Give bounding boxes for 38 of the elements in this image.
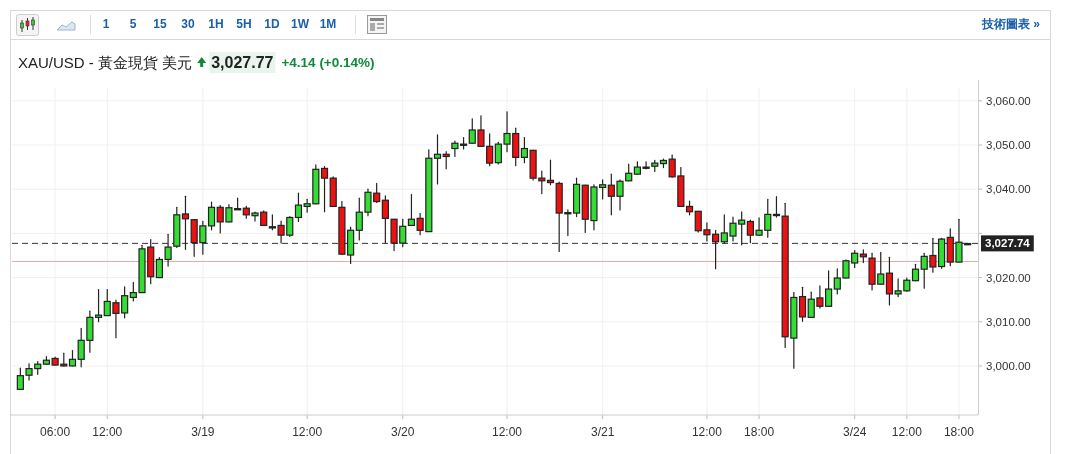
- y-tick-label: 3,010.00: [986, 315, 1031, 328]
- text: 1W: [287, 14, 313, 35]
- candlestick: [320, 166, 329, 213]
- text: 1H: [204, 14, 228, 35]
- x-tick-label: 18:00: [943, 425, 975, 439]
- x-tick-label: 12:00: [891, 425, 923, 439]
- y-tick-label: 3,050.00: [986, 139, 1031, 151]
- candlestick: [546, 159, 555, 186]
- x-tick-label: 12:00: [92, 425, 123, 439]
- text: 1M: [315, 14, 341, 35]
- ref-line-label: 3,027.74: [985, 237, 1031, 250]
- x-tick-label: 12:00: [691, 425, 723, 439]
- text: 3,027.77: [211, 54, 274, 71]
- text: 1: [98, 14, 114, 35]
- x-tick-label: 3/19: [191, 425, 215, 439]
- text: 技術圖表 »: [977, 14, 1044, 35]
- x-tick-label: 12:00: [492, 425, 523, 439]
- y-tick-label: 3,040.00: [986, 183, 1031, 196]
- text: 15: [149, 14, 171, 35]
- chart-title: XAU/USD - 黃金現貨 美元: [18, 54, 193, 71]
- y-tick-label: 3,000.00: [986, 359, 1031, 372]
- candlestick: [381, 195, 389, 244]
- y-tick-label: 3,020.00: [986, 271, 1031, 284]
- candlestick: [181, 195, 190, 250]
- x-tick-label: 3/24: [842, 425, 867, 439]
- text: 30: [177, 14, 199, 35]
- x-tick-label: 3/21: [590, 425, 615, 439]
- x-tick-label: 3/20: [391, 425, 415, 439]
- x-tick-label: 12:00: [292, 425, 323, 439]
- candlestick: [433, 134, 442, 185]
- text: 1D: [260, 14, 284, 35]
- text: +4.14 (+0.14%): [281, 55, 375, 70]
- candlestick: [798, 286, 807, 322]
- x-tick-label: 18:00: [744, 425, 775, 439]
- text: 5: [125, 14, 141, 35]
- text: 5H: [232, 14, 256, 35]
- x-tick-label: 06:00: [40, 425, 71, 439]
- y-tick-label: 3,060.00: [986, 94, 1031, 107]
